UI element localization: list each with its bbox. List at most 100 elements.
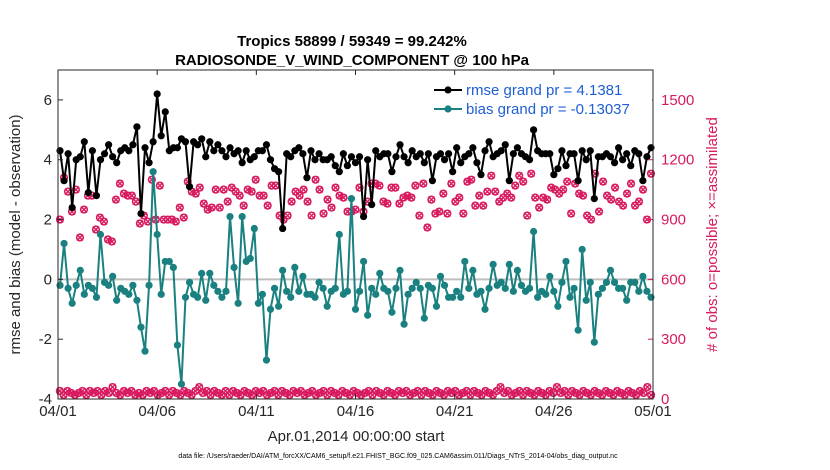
bias-point: [125, 290, 133, 298]
bias-point: [96, 230, 105, 239]
rmse-point: [513, 144, 522, 152]
obs-assimilated-cross: [636, 387, 644, 395]
obs-possible-circle: [99, 217, 109, 226]
obs-possible-circle: [243, 185, 252, 194]
obs-assimilated-cross: [470, 387, 478, 395]
rmse-point: [96, 156, 105, 164]
bias-point: [181, 293, 190, 301]
bias-point: [420, 314, 428, 322]
obs-assimilated-cross: [71, 391, 79, 399]
rmse-point: [457, 159, 465, 167]
obs-assimilated-cross: [628, 389, 636, 397]
obs-possible-marker: [594, 207, 604, 216]
obs-possible-circle: [71, 185, 81, 194]
obs-possible-cross: [212, 186, 220, 194]
rmse-point: [465, 150, 473, 158]
bias-point: [68, 299, 76, 307]
rmse-point: [210, 147, 218, 155]
obs-possible-cross: [224, 198, 232, 206]
obs-possible-circle: [75, 233, 85, 242]
bias-point: [177, 380, 186, 388]
rmse-point: [347, 153, 356, 161]
bias-point: [396, 266, 404, 274]
obs-possible-cross: [543, 196, 551, 204]
obs-possible-circle: [646, 169, 656, 178]
x-tick-label: 04/16: [337, 403, 375, 420]
bias-point: [88, 284, 96, 292]
obs-possible-cross: [316, 186, 324, 194]
obs-possible-circle: [523, 211, 532, 220]
obs-possible-marker: [586, 215, 596, 224]
obs-possible-marker: [135, 219, 144, 228]
obs-possible-circle: [547, 183, 556, 192]
obs-assimilated-cross: [255, 389, 263, 397]
rmse-point: [287, 153, 295, 161]
obs-assimilated-cross: [63, 387, 71, 395]
bias-point: [80, 290, 88, 298]
obs-assimilated-cross: [86, 387, 94, 395]
obs-possible-cross: [196, 184, 204, 192]
obs-possible-cross: [248, 188, 256, 196]
obs-possible-marker: [467, 175, 476, 184]
rmse-point: [558, 147, 566, 155]
rmse-point: [428, 177, 436, 185]
obs-possible-circle: [423, 223, 432, 232]
rmse-point: [392, 153, 400, 161]
obs-possible-cross: [395, 200, 403, 208]
obs-possible-circle: [219, 185, 228, 194]
obs-possible-circle: [431, 209, 440, 218]
obs-possible-cross: [483, 188, 491, 196]
obs-possible-cross: [176, 204, 184, 212]
obs-possible-circle: [594, 207, 604, 216]
bias-point: [497, 278, 505, 286]
rmse-point: [262, 141, 271, 149]
obs-possible-marker: [563, 177, 572, 186]
obs-possible-cross: [559, 186, 567, 194]
legend-box: [428, 76, 652, 118]
obs-assimilated-cross: [591, 387, 599, 395]
obs-assimilated-cross: [210, 387, 218, 395]
bias-point: [558, 278, 566, 286]
obs-assimilated-cross: [263, 391, 271, 399]
obs-possible-marker: [307, 211, 316, 220]
obs-possible-marker: [415, 211, 424, 220]
bias-point: [400, 320, 408, 328]
obs-possible-cross: [627, 180, 635, 188]
rmse-point: [303, 174, 311, 182]
obs-possible-marker: [622, 189, 632, 198]
obs-possible-cross: [411, 182, 419, 190]
obs-assimilated-cross: [474, 389, 482, 397]
obs-possible-cross: [471, 202, 479, 210]
obs-assimilated-cross: [180, 387, 188, 395]
rmse-point: [485, 138, 493, 146]
rmse-point: [64, 150, 72, 158]
obs-assimilated-cross: [553, 383, 561, 391]
obs-possible-cross: [599, 178, 607, 186]
obs-possible-marker: [339, 193, 348, 202]
rmse-point: [372, 147, 380, 155]
bias-point: [60, 239, 68, 248]
obs-possible-circle: [459, 209, 468, 218]
rmse-point: [185, 183, 194, 191]
obs-possible-circle: [91, 225, 101, 234]
bias-point: [165, 257, 173, 266]
rmse-point: [554, 165, 562, 173]
rmse-point: [92, 192, 101, 200]
obs-possible-cross: [244, 186, 252, 194]
obs-possible-circle: [427, 195, 436, 204]
obs-possible-circle: [247, 187, 256, 196]
obs-possible-marker: [455, 193, 464, 202]
bias-point: [149, 168, 157, 176]
rmse-point: [266, 156, 275, 164]
obs-possible-cross: [240, 202, 248, 210]
bias-point: [489, 260, 497, 269]
obs-possible-marker: [463, 177, 472, 186]
obs-possible-cross: [423, 224, 431, 232]
rmse-point: [194, 141, 202, 149]
obs-assimilated-cross: [613, 387, 621, 395]
obs-possible-cross: [192, 190, 200, 198]
obs-possible-marker: [263, 201, 272, 210]
plot-frame: [57, 69, 654, 400]
obs-possible-cross: [208, 204, 216, 212]
rmse-point: [149, 138, 157, 146]
